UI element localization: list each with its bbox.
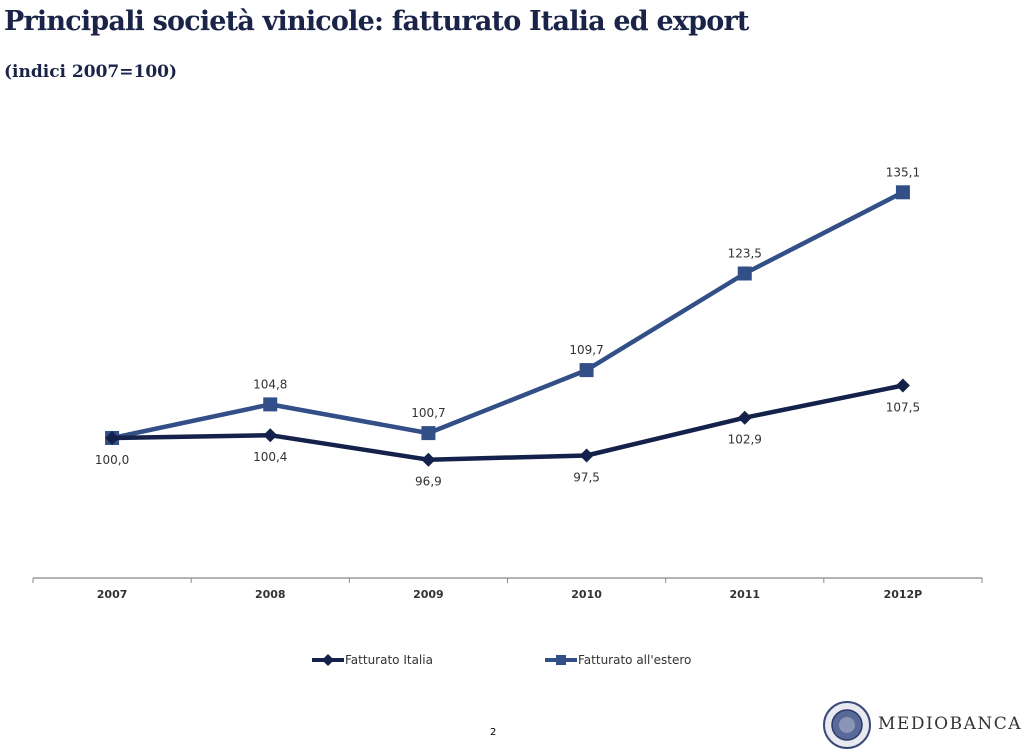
data-label: 100,0 — [95, 453, 129, 467]
x-tick-label: 2009 — [413, 588, 444, 601]
page-subtitle: (indici 2007=100) — [4, 62, 178, 82]
data-point-square — [579, 363, 594, 378]
data-point-square — [263, 397, 278, 412]
data-label: 100,7 — [411, 406, 445, 420]
data-point-square — [895, 185, 910, 200]
data-label: 123,5 — [728, 247, 762, 261]
data-point-diamond — [421, 452, 436, 467]
logo-text: MEDIOBANCA — [878, 714, 1023, 734]
page-title: Principali società vinicole: fatturato I… — [4, 6, 749, 37]
x-tick-label: 2007 — [97, 588, 128, 601]
data-point-diamond — [105, 431, 120, 445]
data-label: 102,9 — [728, 433, 762, 447]
data-point-diamond — [737, 410, 752, 425]
page-number: 2 — [490, 727, 497, 738]
legend-marker-square — [556, 655, 566, 665]
data-label: 96,9 — [415, 475, 442, 489]
data-point-square — [421, 426, 436, 441]
legend-label: Fatturato all'estero — [578, 653, 691, 667]
data-label: 109,7 — [569, 343, 603, 357]
data-point-diamond — [263, 428, 278, 443]
x-tick-label: 2011 — [729, 588, 760, 601]
data-label: 97,5 — [573, 471, 600, 485]
x-tick-label: 2010 — [571, 588, 602, 601]
data-label: 135,1 — [886, 165, 920, 179]
x-tick-label: 2012P — [884, 588, 923, 601]
seal-icon — [823, 701, 871, 749]
data-point-diamond — [579, 448, 594, 463]
legend-marker-diamond — [322, 654, 334, 666]
series-line-estero — [111, 190, 904, 441]
data-point-square — [737, 266, 752, 281]
data-label: 100,4 — [253, 450, 287, 464]
legend-label: Fatturato Italia — [345, 653, 433, 667]
x-tick-label: 2008 — [255, 588, 286, 601]
data-label: 107,5 — [886, 401, 920, 415]
mediobanca-logo: MEDIOBANCA — [820, 700, 1023, 750]
data-point-diamond — [895, 378, 910, 393]
data-label: 104,8 — [253, 377, 287, 391]
series-line-italia — [112, 383, 904, 462]
